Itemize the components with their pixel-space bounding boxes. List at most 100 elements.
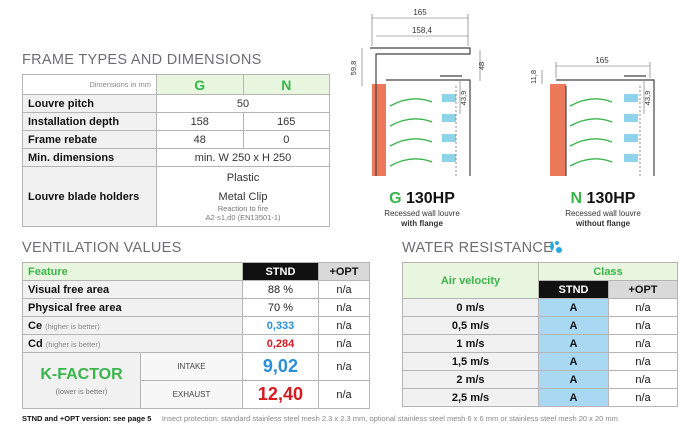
g-130hp-drawing: 165 158,4 59,8 48 43,9	[349, 8, 486, 176]
n-desc-line1: Recessed wall louvre	[565, 209, 641, 218]
table-row: Installation depth 158 165	[22, 112, 330, 131]
velocity-cell: 1,5 m/s	[402, 352, 539, 371]
footnote: STND and +OPT version: see page 5 Insect…	[22, 414, 618, 423]
g-description: Recessed wall louvre with flange	[362, 209, 482, 229]
cell-value: 165	[242, 112, 330, 131]
g-letter: G	[389, 190, 402, 207]
row-label: Visual free area	[22, 280, 243, 299]
row-label: Physical free area	[22, 298, 243, 317]
dim-label: 48	[477, 62, 486, 70]
row-label: Installation depth	[22, 112, 157, 131]
water-section-title: WATER RESISTANCE	[402, 240, 554, 256]
row-label: Frame rebate	[22, 130, 157, 149]
velocity-cell: 0,5 m/s	[402, 316, 539, 335]
cd-note: (higher is better)	[45, 339, 101, 349]
frame-section-title: FRAME TYPES AND DIMENSIONS	[22, 52, 262, 68]
class-cell: A	[538, 334, 609, 353]
g-desc-line1: Recessed wall louvre	[384, 209, 460, 218]
g-model: 130HP	[401, 190, 455, 207]
k-factor-note: (lower is better)	[55, 386, 108, 396]
cell-value: n/a	[317, 352, 371, 381]
fire-class: A2-s1,d0 (EN13501-1)	[205, 212, 281, 222]
class-cell: A	[538, 370, 609, 389]
ce-note: (higher is better)	[45, 321, 100, 331]
g-desc-line2: with flange	[401, 219, 443, 228]
holder-metal-clip: Metal Clip	[218, 190, 268, 203]
table-row: K-FACTOR (lower is better) INTAKE 9,02 n…	[22, 352, 371, 409]
intake-label: INTAKE	[140, 352, 243, 381]
opt-cell: n/a	[608, 298, 678, 317]
dim-label: 43,9	[643, 91, 652, 106]
column-g-header: G	[156, 74, 244, 95]
table-row: 0 m/s A n/a	[402, 298, 678, 317]
feature-header: Feature	[22, 262, 243, 281]
footnote-version-link: STND and +OPT version: see page 5	[22, 414, 152, 423]
class-cell: A	[538, 352, 609, 371]
dim-label: 11,8	[529, 70, 538, 84]
table-row: Frame rebate 48 0	[22, 130, 330, 149]
cell-value: Plastic Metal Clip Reaction to fire A2-s…	[156, 166, 330, 227]
n-model-caption: N 130HP	[553, 190, 653, 208]
dim-label: 165	[595, 56, 609, 65]
stnd-header: STND	[241, 262, 319, 281]
table-row: Cd (higher is better) 0,284 n/a	[22, 334, 371, 353]
exhaust-label: EXHAUST	[140, 380, 243, 409]
n-letter: N	[570, 190, 583, 207]
class-cell: A	[538, 298, 609, 317]
class-header: Class	[538, 262, 678, 281]
air-velocity-header: Air velocity	[402, 262, 539, 299]
table-row: Air velocity Class	[402, 262, 678, 299]
n-description: Recessed wall louvre without flange	[543, 209, 663, 229]
n-model: 130HP	[582, 190, 636, 207]
row-label: Cd (higher is better)	[22, 334, 243, 353]
intake-value: 9,02	[241, 352, 319, 381]
row-label: Min. dimensions	[22, 148, 157, 167]
cell-value: 158	[156, 112, 244, 131]
opt-cell: n/a	[608, 316, 678, 335]
velocity-cell: 2,5 m/s	[402, 388, 539, 407]
table-row: 2,5 m/s A n/a	[402, 388, 678, 407]
table-row: Feature STND +OPT	[22, 262, 371, 281]
ventilation-section-title: VENTILATION VALUES	[22, 240, 182, 256]
exhaust-value: 12,40	[241, 380, 319, 409]
n-desc-line2: without flange	[575, 219, 631, 228]
table-row: Visual free area 88 % n/a	[22, 280, 371, 299]
cell-value: n/a	[317, 280, 371, 299]
opt-cell: n/a	[608, 352, 678, 371]
stnd-header: STND	[538, 280, 609, 299]
cell-value: 48	[156, 130, 244, 149]
velocity-cell: 1 m/s	[402, 334, 539, 353]
table-row: 0,5 m/s A n/a	[402, 316, 678, 335]
k-factor-title: K-FACTOR	[40, 365, 123, 383]
table-row: 1,5 m/s A n/a	[402, 352, 678, 371]
ventilation-table: Feature STND +OPT Visual free area 88 % …	[22, 262, 371, 409]
dimensions-note: Dimensions in mm	[22, 74, 157, 95]
class-cell: A	[538, 388, 609, 407]
table-row: EXHAUST 12,40 n/a	[23, 380, 371, 409]
table-row: 1 m/s A n/a	[402, 334, 678, 353]
cell-value: 50	[156, 94, 330, 113]
cell-value: n/a	[317, 334, 371, 353]
table-row: Louvre blade holders Plastic Metal Clip …	[22, 166, 330, 227]
column-n-header: N	[242, 74, 330, 95]
fire-note: Reaction to fire	[217, 203, 269, 213]
dim-label: 43,9	[459, 91, 468, 106]
opt-header: +OPT	[317, 262, 371, 281]
table-row: Ce (higher is better) 0,333 n/a	[22, 316, 371, 335]
table-row: Dimensions in mm G N	[22, 74, 330, 95]
water-drops-icon	[550, 241, 562, 253]
footnote-insect-protection: Insect protection: standard stainless st…	[161, 414, 618, 423]
velocity-cell: 0 m/s	[402, 298, 539, 317]
n-130hp-drawing: 165 11,8 43,9	[529, 56, 655, 176]
cell-value: n/a	[317, 298, 371, 317]
holder-plastic: Plastic	[226, 171, 260, 184]
cd-label: Cd	[28, 337, 43, 350]
table-row: 2 m/s A n/a	[402, 370, 678, 389]
opt-header: +OPT	[608, 280, 678, 299]
row-label: Ce (higher is better)	[22, 316, 243, 335]
opt-cell: n/a	[608, 370, 678, 389]
class-cell: A	[538, 316, 609, 335]
k-factor-cell: K-FACTOR (lower is better)	[22, 352, 141, 409]
table-row: Louvre pitch 50	[22, 94, 330, 113]
opt-cell: n/a	[608, 334, 678, 353]
